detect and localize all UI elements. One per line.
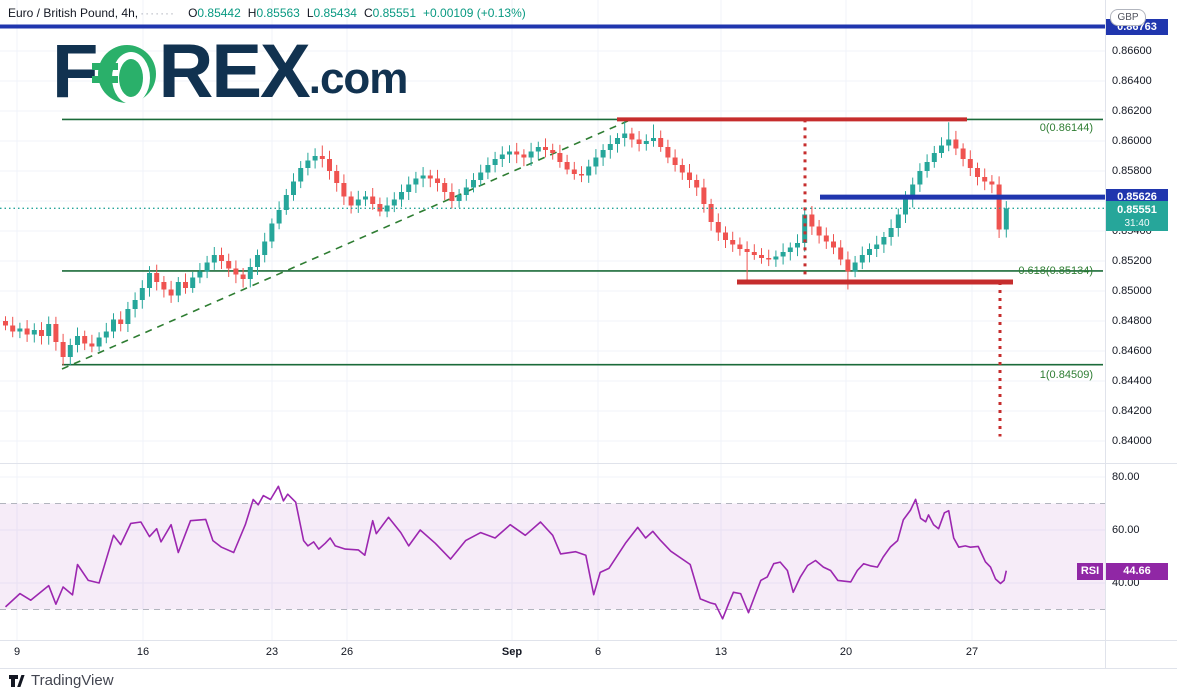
low-value: 0.85434 [313,6,357,20]
candlestick-series [3,119,1009,366]
rsi-pane[interactable] [0,464,1105,640]
low-key: L [306,6,314,20]
close-key: C [363,6,373,20]
time-axis-divider [0,640,1177,641]
rsi-band [0,503,1105,610]
tradingview-logo-icon [9,675,25,687]
price-axis-divider [1105,0,1106,668]
time-axis[interactable] [0,641,1177,668]
tradingview-brand-text: TradingView [31,672,114,689]
close-value: 0.85551 [372,6,416,20]
mid-alert-price-badge: 0.85626 [1106,189,1168,206]
open-value: 0.85442 [197,6,241,20]
rsi-value-badge: 44.66 [1106,562,1168,580]
high-value: 0.85563 [256,6,300,20]
last-price-value: 0.85551 [1117,204,1157,217]
rsi-line [4,485,1008,620]
pane-divider[interactable] [0,463,1177,464]
source-redacted-dots: ······· [140,6,176,20]
high-key: H [247,6,257,20]
currency-badge: GBP [1110,9,1146,26]
forex-logo-rex: REX [158,29,310,114]
forex-com-watermark: F REX .com [52,29,409,114]
forex-logo-f: F [52,29,98,114]
forex-logo-com: .com [308,54,409,103]
open-key: O [188,6,198,20]
footer-divider [0,668,1177,669]
last-price-badge: 0.85551 31:40 [1106,201,1168,232]
rsi-indicator-pill: RSI [1077,562,1103,580]
price-axis[interactable] [1106,0,1177,640]
main-price-pane[interactable] [0,30,1105,463]
change-value: +0.00109 (+0.13%) [423,6,526,20]
forex-logo-o-icon [92,45,157,104]
fib-label-618[interactable]: 0.618(0.85134) [1018,264,1093,277]
tradingview-attribution[interactable]: TradingView [8,672,114,689]
bar-countdown: 31:40 [1124,218,1150,230]
symbol-title: Euro / British Pound, 4h, [8,6,139,20]
fib-label-1[interactable]: 1(0.84509) [1039,368,1093,381]
fib-label-0[interactable]: 0(0.86144) [1039,122,1093,135]
symbol-legend[interactable]: Euro / British Pound, 4h, ······· O0.85442… [8,6,526,20]
